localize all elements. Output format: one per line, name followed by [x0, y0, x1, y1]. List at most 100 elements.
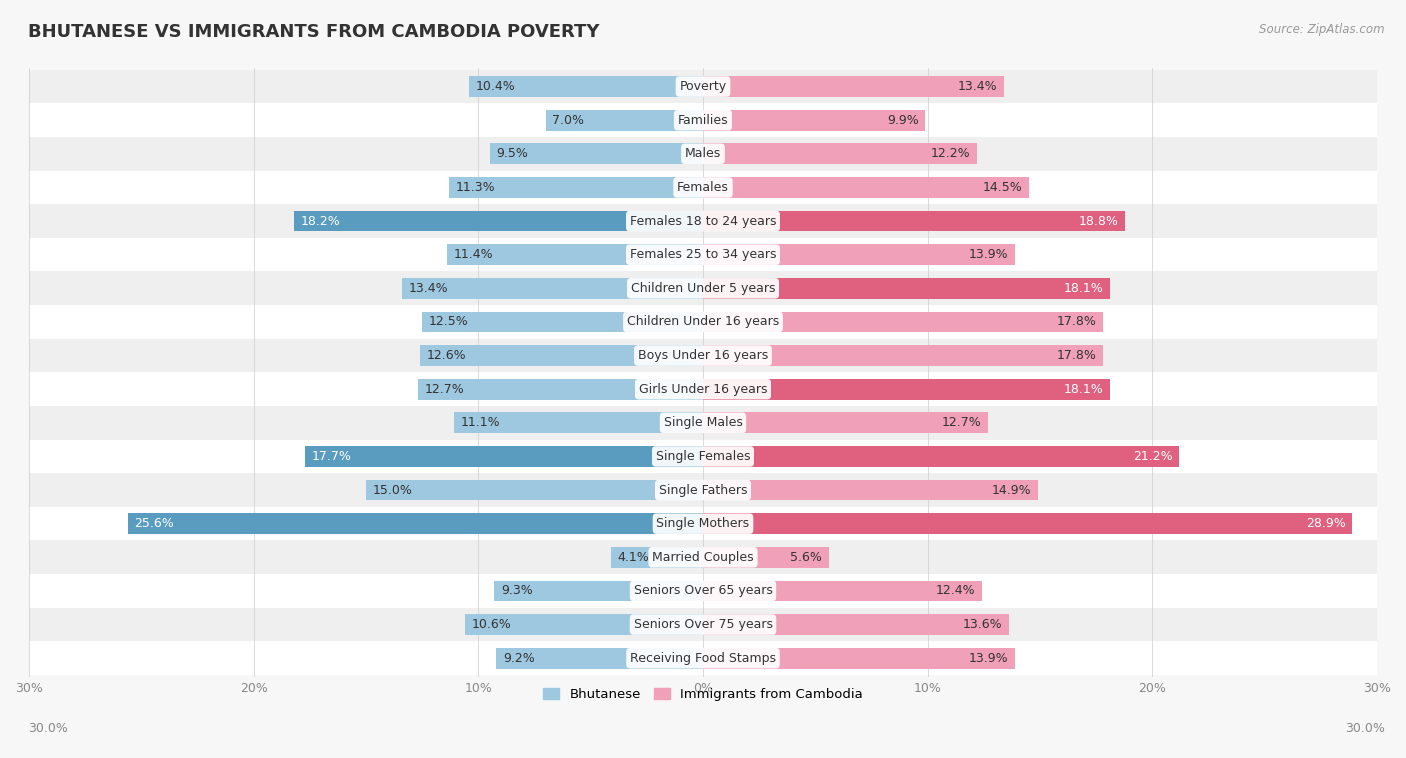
Bar: [703, 278, 1109, 299]
Text: 13.6%: 13.6%: [962, 618, 1002, 631]
Bar: [703, 345, 1102, 366]
Text: 14.5%: 14.5%: [983, 181, 1022, 194]
Bar: [30, 540, 1376, 574]
Text: 10.4%: 10.4%: [477, 80, 516, 93]
Text: 15.0%: 15.0%: [373, 484, 412, 496]
Text: 30.0%: 30.0%: [28, 722, 67, 735]
Text: 9.2%: 9.2%: [503, 652, 534, 665]
Text: Females: Females: [678, 181, 728, 194]
Bar: [703, 244, 1015, 265]
Bar: [703, 76, 1004, 97]
Bar: [422, 312, 703, 332]
Text: Girls Under 16 years: Girls Under 16 years: [638, 383, 768, 396]
Text: 14.9%: 14.9%: [991, 484, 1031, 496]
Bar: [703, 110, 925, 130]
Bar: [454, 412, 703, 434]
Bar: [402, 278, 703, 299]
Text: 13.4%: 13.4%: [957, 80, 997, 93]
Text: 7.0%: 7.0%: [553, 114, 585, 127]
Text: Poverty: Poverty: [679, 80, 727, 93]
Text: BHUTANESE VS IMMIGRANTS FROM CAMBODIA POVERTY: BHUTANESE VS IMMIGRANTS FROM CAMBODIA PO…: [28, 23, 599, 41]
Bar: [465, 614, 703, 635]
Text: 12.5%: 12.5%: [429, 315, 468, 328]
Bar: [30, 406, 1376, 440]
Text: 18.1%: 18.1%: [1063, 282, 1102, 295]
Bar: [703, 177, 1029, 198]
Text: Seniors Over 65 years: Seniors Over 65 years: [634, 584, 772, 597]
Text: 9.5%: 9.5%: [496, 147, 529, 160]
Text: 13.9%: 13.9%: [969, 248, 1008, 262]
Text: 9.9%: 9.9%: [887, 114, 918, 127]
Bar: [703, 480, 1038, 500]
Text: 17.8%: 17.8%: [1056, 349, 1097, 362]
Bar: [418, 379, 703, 399]
Bar: [470, 76, 703, 97]
Bar: [305, 446, 703, 467]
Text: 10.6%: 10.6%: [471, 618, 512, 631]
Text: Receiving Food Stamps: Receiving Food Stamps: [630, 652, 776, 665]
Bar: [703, 446, 1180, 467]
Bar: [30, 641, 1376, 675]
Text: 5.6%: 5.6%: [790, 551, 823, 564]
Bar: [496, 648, 703, 669]
Bar: [30, 574, 1376, 608]
Text: 4.1%: 4.1%: [617, 551, 650, 564]
Text: 11.4%: 11.4%: [454, 248, 494, 262]
Text: 28.9%: 28.9%: [1306, 517, 1346, 530]
Bar: [30, 473, 1376, 507]
Bar: [447, 244, 703, 265]
Bar: [30, 137, 1376, 171]
Bar: [30, 608, 1376, 641]
Bar: [703, 412, 988, 434]
Text: Married Couples: Married Couples: [652, 551, 754, 564]
Text: Single Mothers: Single Mothers: [657, 517, 749, 530]
Legend: Bhutanese, Immigrants from Cambodia: Bhutanese, Immigrants from Cambodia: [537, 683, 869, 706]
Bar: [128, 513, 703, 534]
Bar: [366, 480, 703, 500]
Bar: [30, 238, 1376, 271]
Bar: [703, 143, 977, 164]
Text: Seniors Over 75 years: Seniors Over 75 years: [634, 618, 772, 631]
Text: Families: Families: [678, 114, 728, 127]
Bar: [489, 143, 703, 164]
Bar: [703, 379, 1109, 399]
Bar: [30, 372, 1376, 406]
Text: 12.6%: 12.6%: [426, 349, 467, 362]
Text: 18.2%: 18.2%: [301, 215, 340, 227]
Text: 12.7%: 12.7%: [425, 383, 464, 396]
Text: 17.7%: 17.7%: [312, 450, 352, 463]
Text: 13.4%: 13.4%: [409, 282, 449, 295]
Text: 12.7%: 12.7%: [942, 416, 981, 429]
Bar: [30, 204, 1376, 238]
Text: Females 18 to 24 years: Females 18 to 24 years: [630, 215, 776, 227]
Text: 17.8%: 17.8%: [1056, 315, 1097, 328]
Text: 11.3%: 11.3%: [456, 181, 495, 194]
Text: Children Under 16 years: Children Under 16 years: [627, 315, 779, 328]
Bar: [610, 547, 703, 568]
Text: Children Under 5 years: Children Under 5 years: [631, 282, 775, 295]
Bar: [30, 339, 1376, 372]
Bar: [30, 171, 1376, 204]
Bar: [30, 271, 1376, 305]
Bar: [703, 581, 981, 601]
Text: 18.1%: 18.1%: [1063, 383, 1102, 396]
Bar: [30, 305, 1376, 339]
Bar: [449, 177, 703, 198]
Bar: [30, 103, 1376, 137]
Text: 12.2%: 12.2%: [931, 147, 970, 160]
Bar: [546, 110, 703, 130]
Bar: [703, 513, 1353, 534]
Text: Boys Under 16 years: Boys Under 16 years: [638, 349, 768, 362]
Bar: [703, 547, 828, 568]
Text: 12.4%: 12.4%: [935, 584, 974, 597]
Text: 30.0%: 30.0%: [1346, 722, 1385, 735]
Bar: [703, 648, 1015, 669]
Bar: [30, 507, 1376, 540]
Text: Single Females: Single Females: [655, 450, 751, 463]
Text: Single Fathers: Single Fathers: [659, 484, 747, 496]
Text: 18.8%: 18.8%: [1078, 215, 1119, 227]
Bar: [30, 70, 1376, 103]
Bar: [703, 614, 1008, 635]
Text: Source: ZipAtlas.com: Source: ZipAtlas.com: [1260, 23, 1385, 36]
Bar: [703, 312, 1102, 332]
